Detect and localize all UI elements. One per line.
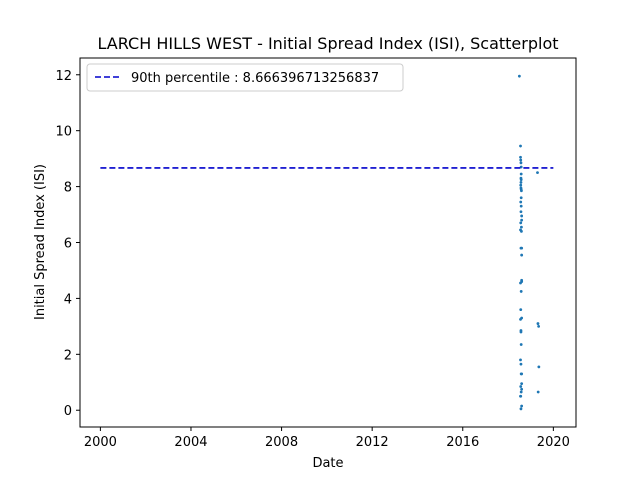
data-point (520, 225, 523, 229)
y-axis-label: Initial Spread Index (ISI) (33, 164, 48, 320)
data-point (520, 229, 523, 233)
data-point (519, 385, 523, 388)
data-point (519, 246, 523, 250)
data-point (536, 390, 540, 394)
data-point (536, 171, 539, 175)
data-point (519, 155, 522, 159)
x-tick-label: 2020 (537, 435, 570, 450)
data-point (536, 322, 540, 325)
y-tick-label: 10 (55, 125, 72, 140)
plot-area (80, 58, 576, 427)
data-point (520, 189, 523, 193)
y-tick-label: 8 (64, 181, 72, 196)
x-axis-label: Date (312, 456, 343, 471)
data-point (519, 180, 523, 184)
data-point (519, 317, 522, 321)
data-point (519, 308, 523, 311)
data-point (519, 221, 523, 225)
data-point (520, 253, 524, 257)
data-point (519, 178, 523, 182)
data-point (520, 218, 524, 222)
x-axis-ticks: 2000 2004 2008 2012 2016 2020 (84, 427, 570, 450)
data-point (519, 372, 523, 376)
data-point (519, 183, 523, 187)
data-point (519, 210, 523, 214)
data-point (519, 290, 523, 293)
y-tick-label: 12 (55, 69, 72, 84)
data-point (537, 365, 541, 369)
legend: 90th percentile : 8.666396713256837 (86, 63, 404, 92)
data-points (517, 74, 541, 411)
data-point (520, 387, 524, 391)
y-tick-label: 4 (64, 292, 72, 307)
data-point (537, 324, 541, 328)
y-tick-label: 6 (64, 237, 72, 252)
legend-entry-percentile: 90th percentile : 8.666396713256837 (131, 71, 379, 86)
data-point (519, 144, 522, 148)
data-point (519, 358, 522, 362)
data-point (519, 196, 523, 200)
data-point (520, 404, 524, 408)
x-tick-label: 2008 (265, 435, 298, 450)
x-tick-label: 2004 (174, 435, 207, 450)
data-point (519, 330, 523, 334)
data-point (519, 407, 523, 411)
data-point (519, 165, 523, 169)
data-point (519, 394, 523, 398)
data-point (517, 74, 521, 78)
data-point (520, 214, 524, 218)
data-point (519, 390, 523, 394)
x-tick-label: 2016 (446, 435, 479, 450)
data-point (519, 161, 523, 165)
y-axis-ticks: 0 2 4 6 8 10 12 (55, 69, 80, 419)
data-point (519, 362, 523, 366)
data-point (519, 158, 523, 162)
y-tick-label: 0 (64, 404, 72, 419)
chart-title: LARCH HILLS WEST - Initial Spread Index … (97, 34, 558, 53)
x-tick-label: 2000 (84, 435, 117, 450)
data-point (519, 200, 523, 204)
x-tick-label: 2012 (356, 435, 389, 450)
data-point (519, 172, 523, 176)
legend-box (86, 63, 404, 92)
data-point (519, 343, 523, 346)
data-point (520, 382, 524, 386)
data-point (519, 281, 522, 285)
data-point (519, 204, 523, 208)
y-tick-label: 2 (64, 348, 72, 363)
